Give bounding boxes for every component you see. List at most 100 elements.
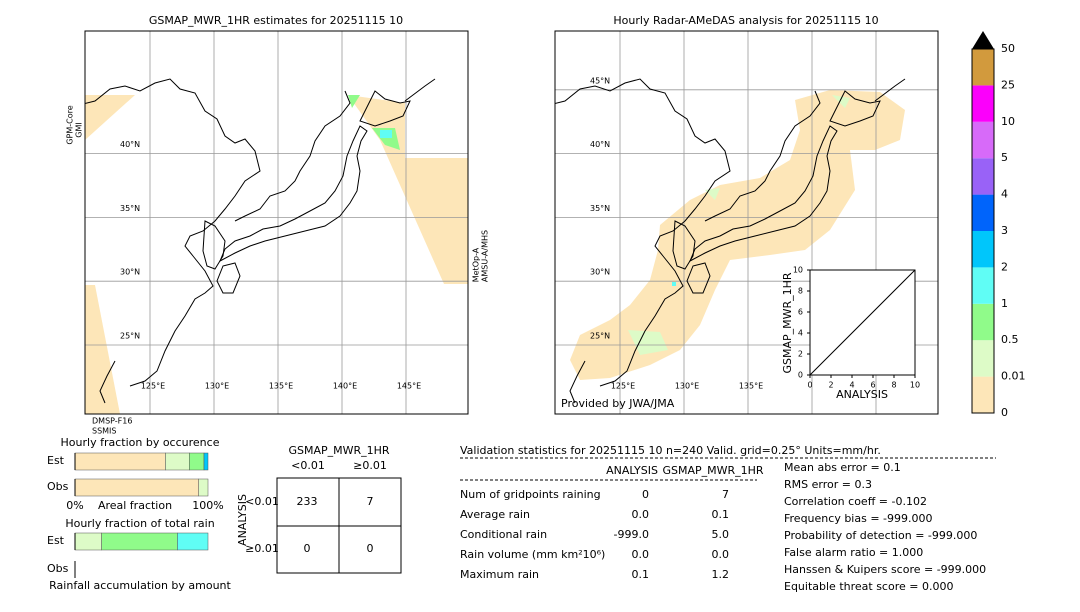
- label: <0.01: [245, 495, 279, 508]
- colorbar-segment: [972, 158, 994, 195]
- label: 125°E: [611, 382, 635, 391]
- fraction-bar: [74, 532, 102, 551]
- label: Obs: [47, 480, 69, 493]
- colorbar-segment: [972, 267, 994, 304]
- label: 1.2: [712, 568, 730, 581]
- label: 0: [367, 542, 374, 555]
- label: RMS error = 0.3: [784, 478, 872, 491]
- label: 35°N: [590, 204, 610, 213]
- label: 135°E: [739, 382, 763, 391]
- colorbar-segment: [972, 49, 994, 86]
- fraction-bar: [177, 532, 209, 551]
- label: 2: [1001, 260, 1008, 273]
- label: 8: [798, 287, 803, 296]
- colorbar-frame: [971, 48, 995, 414]
- fraction-bar: [74, 478, 199, 497]
- label: -999.0: [614, 528, 649, 541]
- label: 0: [642, 488, 649, 501]
- fraction-bar: [101, 532, 178, 551]
- rain-area: [832, 95, 850, 108]
- label: 40°N: [590, 140, 610, 149]
- label: 2: [828, 381, 833, 390]
- label: 25°N: [590, 332, 610, 341]
- rain-area: [628, 330, 668, 355]
- label: 0.1: [632, 568, 650, 581]
- label: 0.0: [712, 548, 730, 561]
- label: 233: [297, 495, 318, 508]
- label: 6: [798, 308, 803, 317]
- label: 0.5: [1001, 333, 1019, 346]
- label: Est: [47, 454, 65, 467]
- label: 10: [793, 266, 803, 275]
- label: 25: [1001, 78, 1015, 91]
- one-to-one-line: [809, 269, 916, 376]
- rain-area: [380, 130, 392, 138]
- label: ≥0.01: [353, 459, 387, 472]
- label: 130°E: [675, 382, 699, 391]
- label: 0%: [66, 499, 83, 512]
- fraction-bar: [74, 452, 166, 471]
- rain-area: [570, 90, 905, 380]
- label: 135°E: [269, 382, 293, 391]
- label: Correlation coeff = -0.102: [784, 495, 927, 508]
- label: GSMAP_MWR_1HR: [662, 464, 763, 477]
- label: 7: [722, 488, 729, 501]
- label: Hourly Radar-AMeDAS analysis for 2025111…: [613, 14, 878, 27]
- label: 1: [1001, 297, 1008, 310]
- rain-area: [348, 95, 468, 284]
- label: SSMIS: [92, 427, 117, 436]
- label: 2: [798, 350, 803, 359]
- map-frame: [554, 30, 939, 415]
- label: Est: [47, 534, 65, 547]
- right-map: [554, 30, 939, 415]
- label: Num of gridpoints raining: [460, 488, 601, 501]
- label: 10: [910, 381, 920, 390]
- label: ANALYSIS: [606, 464, 658, 477]
- label: GMI: [75, 122, 84, 137]
- rain-area: [85, 285, 120, 414]
- colorbar-segment: [972, 376, 994, 413]
- label: Equitable threat score = 0.000: [784, 580, 953, 593]
- label: GSMAP_MWR_1HR: [781, 272, 794, 373]
- label: Hourly fraction by occurence: [61, 436, 220, 449]
- fraction-bar: [198, 478, 209, 497]
- colorbar-extend: [972, 31, 994, 49]
- label: 145°E: [397, 382, 421, 391]
- label: Rain volume (mm km²10⁶): [460, 548, 605, 561]
- label: 50: [1001, 42, 1015, 55]
- rain-area: [672, 282, 676, 286]
- colorbar-segment: [972, 121, 994, 159]
- label: Areal fraction: [98, 499, 172, 512]
- label: Frequency bias = -999.000: [784, 512, 933, 525]
- label: 140°E: [333, 382, 357, 391]
- fraction-bar: [189, 452, 205, 471]
- label: 5: [1001, 151, 1008, 164]
- label: ANALYSIS: [236, 494, 249, 546]
- fraction-bar: [165, 452, 190, 471]
- label: Validation statistics for 20251115 10 n=…: [460, 444, 881, 457]
- label: 8: [891, 381, 896, 390]
- label: 30°N: [590, 268, 610, 277]
- label: 0.0: [632, 508, 650, 521]
- label: 100%: [192, 499, 223, 512]
- label: 6: [870, 381, 875, 390]
- label: 4: [798, 329, 803, 338]
- label: 35°N: [120, 204, 140, 213]
- label: 125°E: [141, 382, 165, 391]
- label: 10: [1001, 115, 1015, 128]
- rain-area: [348, 95, 360, 108]
- label: GPM-Core: [66, 105, 75, 144]
- label: 0.1: [712, 508, 730, 521]
- label: Maximum rain: [460, 568, 539, 581]
- label: Conditional rain: [460, 528, 547, 541]
- label: 0.01: [1001, 370, 1026, 383]
- label: ANALYSIS: [836, 388, 888, 401]
- colorbar-segment: [972, 340, 994, 377]
- label: 0: [807, 381, 812, 390]
- map-frame: [84, 30, 469, 415]
- label: Probability of detection = -999.000: [784, 529, 977, 542]
- label: 0.0: [632, 548, 650, 561]
- label: 4: [849, 381, 854, 390]
- label: GSMAP_MWR_1HR: [288, 444, 389, 457]
- label: Provided by JWA/JMA: [561, 397, 675, 410]
